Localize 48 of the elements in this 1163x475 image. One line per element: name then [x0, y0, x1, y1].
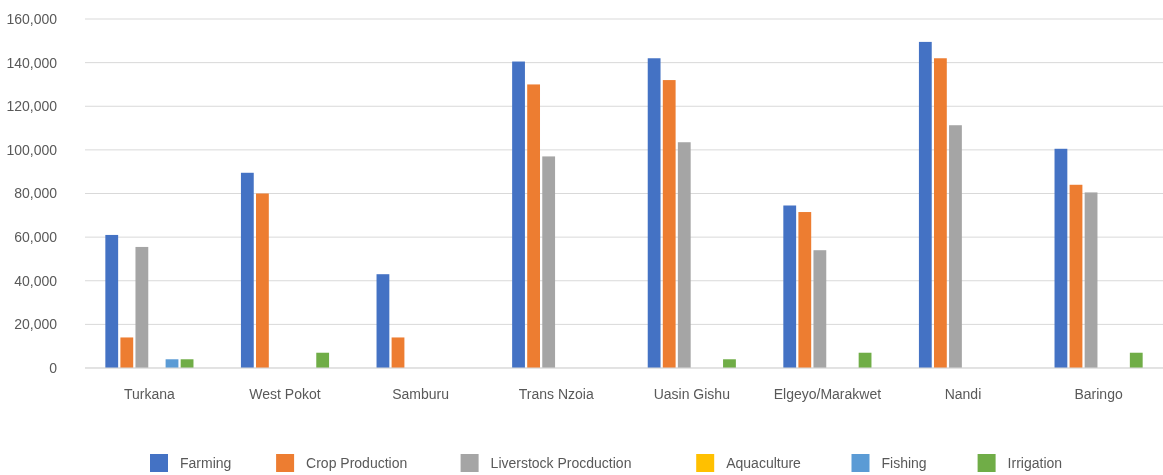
bar — [240, 172, 254, 368]
y-tick-label: 80,000 — [14, 185, 58, 202]
y-tick-label: 160,000 — [6, 10, 58, 27]
bar — [391, 337, 405, 368]
bar — [662, 80, 676, 368]
bar — [723, 359, 736, 368]
x-tick-label: Turkana — [123, 386, 176, 402]
bar — [527, 84, 540, 368]
bar — [512, 61, 525, 368]
y-tick-label: 140,000 — [6, 54, 58, 71]
x-tick-label: Samburu — [392, 386, 450, 402]
x-tick-label: Nandi — [944, 386, 982, 402]
bar — [1054, 148, 1068, 368]
bar — [677, 142, 691, 368]
x-tick-label: Elgeyo/Marakwet — [773, 386, 882, 402]
bar — [1084, 192, 1098, 368]
y-tick-label: 100,000 — [6, 141, 58, 158]
bar — [316, 352, 330, 368]
bar — [949, 125, 962, 368]
x-tick-label: West Pokot — [249, 386, 321, 402]
bar — [105, 234, 119, 368]
x-tick-label: Uasin Gishu — [653, 386, 730, 402]
y-tick-label: 60,000 — [14, 229, 58, 246]
y-tick-label: 20,000 — [14, 316, 58, 333]
bar — [376, 274, 390, 368]
x-tick-label: Baringo — [1074, 386, 1123, 402]
legend-label: Fishing — [881, 454, 927, 471]
bar — [1129, 352, 1143, 368]
y-tick-label: 0 — [49, 359, 58, 376]
bar — [783, 205, 797, 368]
bar — [647, 58, 661, 368]
bar — [542, 156, 556, 368]
bar — [120, 337, 134, 368]
legend-label: Aquaculture — [726, 454, 802, 471]
bar — [798, 212, 812, 368]
bar — [256, 193, 269, 368]
x-tick-label: Trans Nzoia — [518, 386, 594, 402]
y-tick-label: 40,000 — [14, 272, 58, 289]
legend-label: Irrigation — [1007, 454, 1063, 471]
y-tick-label: 120,000 — [6, 98, 58, 115]
bar — [135, 246, 149, 368]
bar — [813, 250, 827, 368]
bar — [918, 41, 932, 368]
bar — [1069, 184, 1083, 368]
bar — [933, 58, 947, 368]
legend-label: Crop Production — [306, 454, 408, 471]
legend-label: Liverstock Procduction — [490, 454, 632, 471]
legend-label: Farming — [180, 454, 232, 471]
